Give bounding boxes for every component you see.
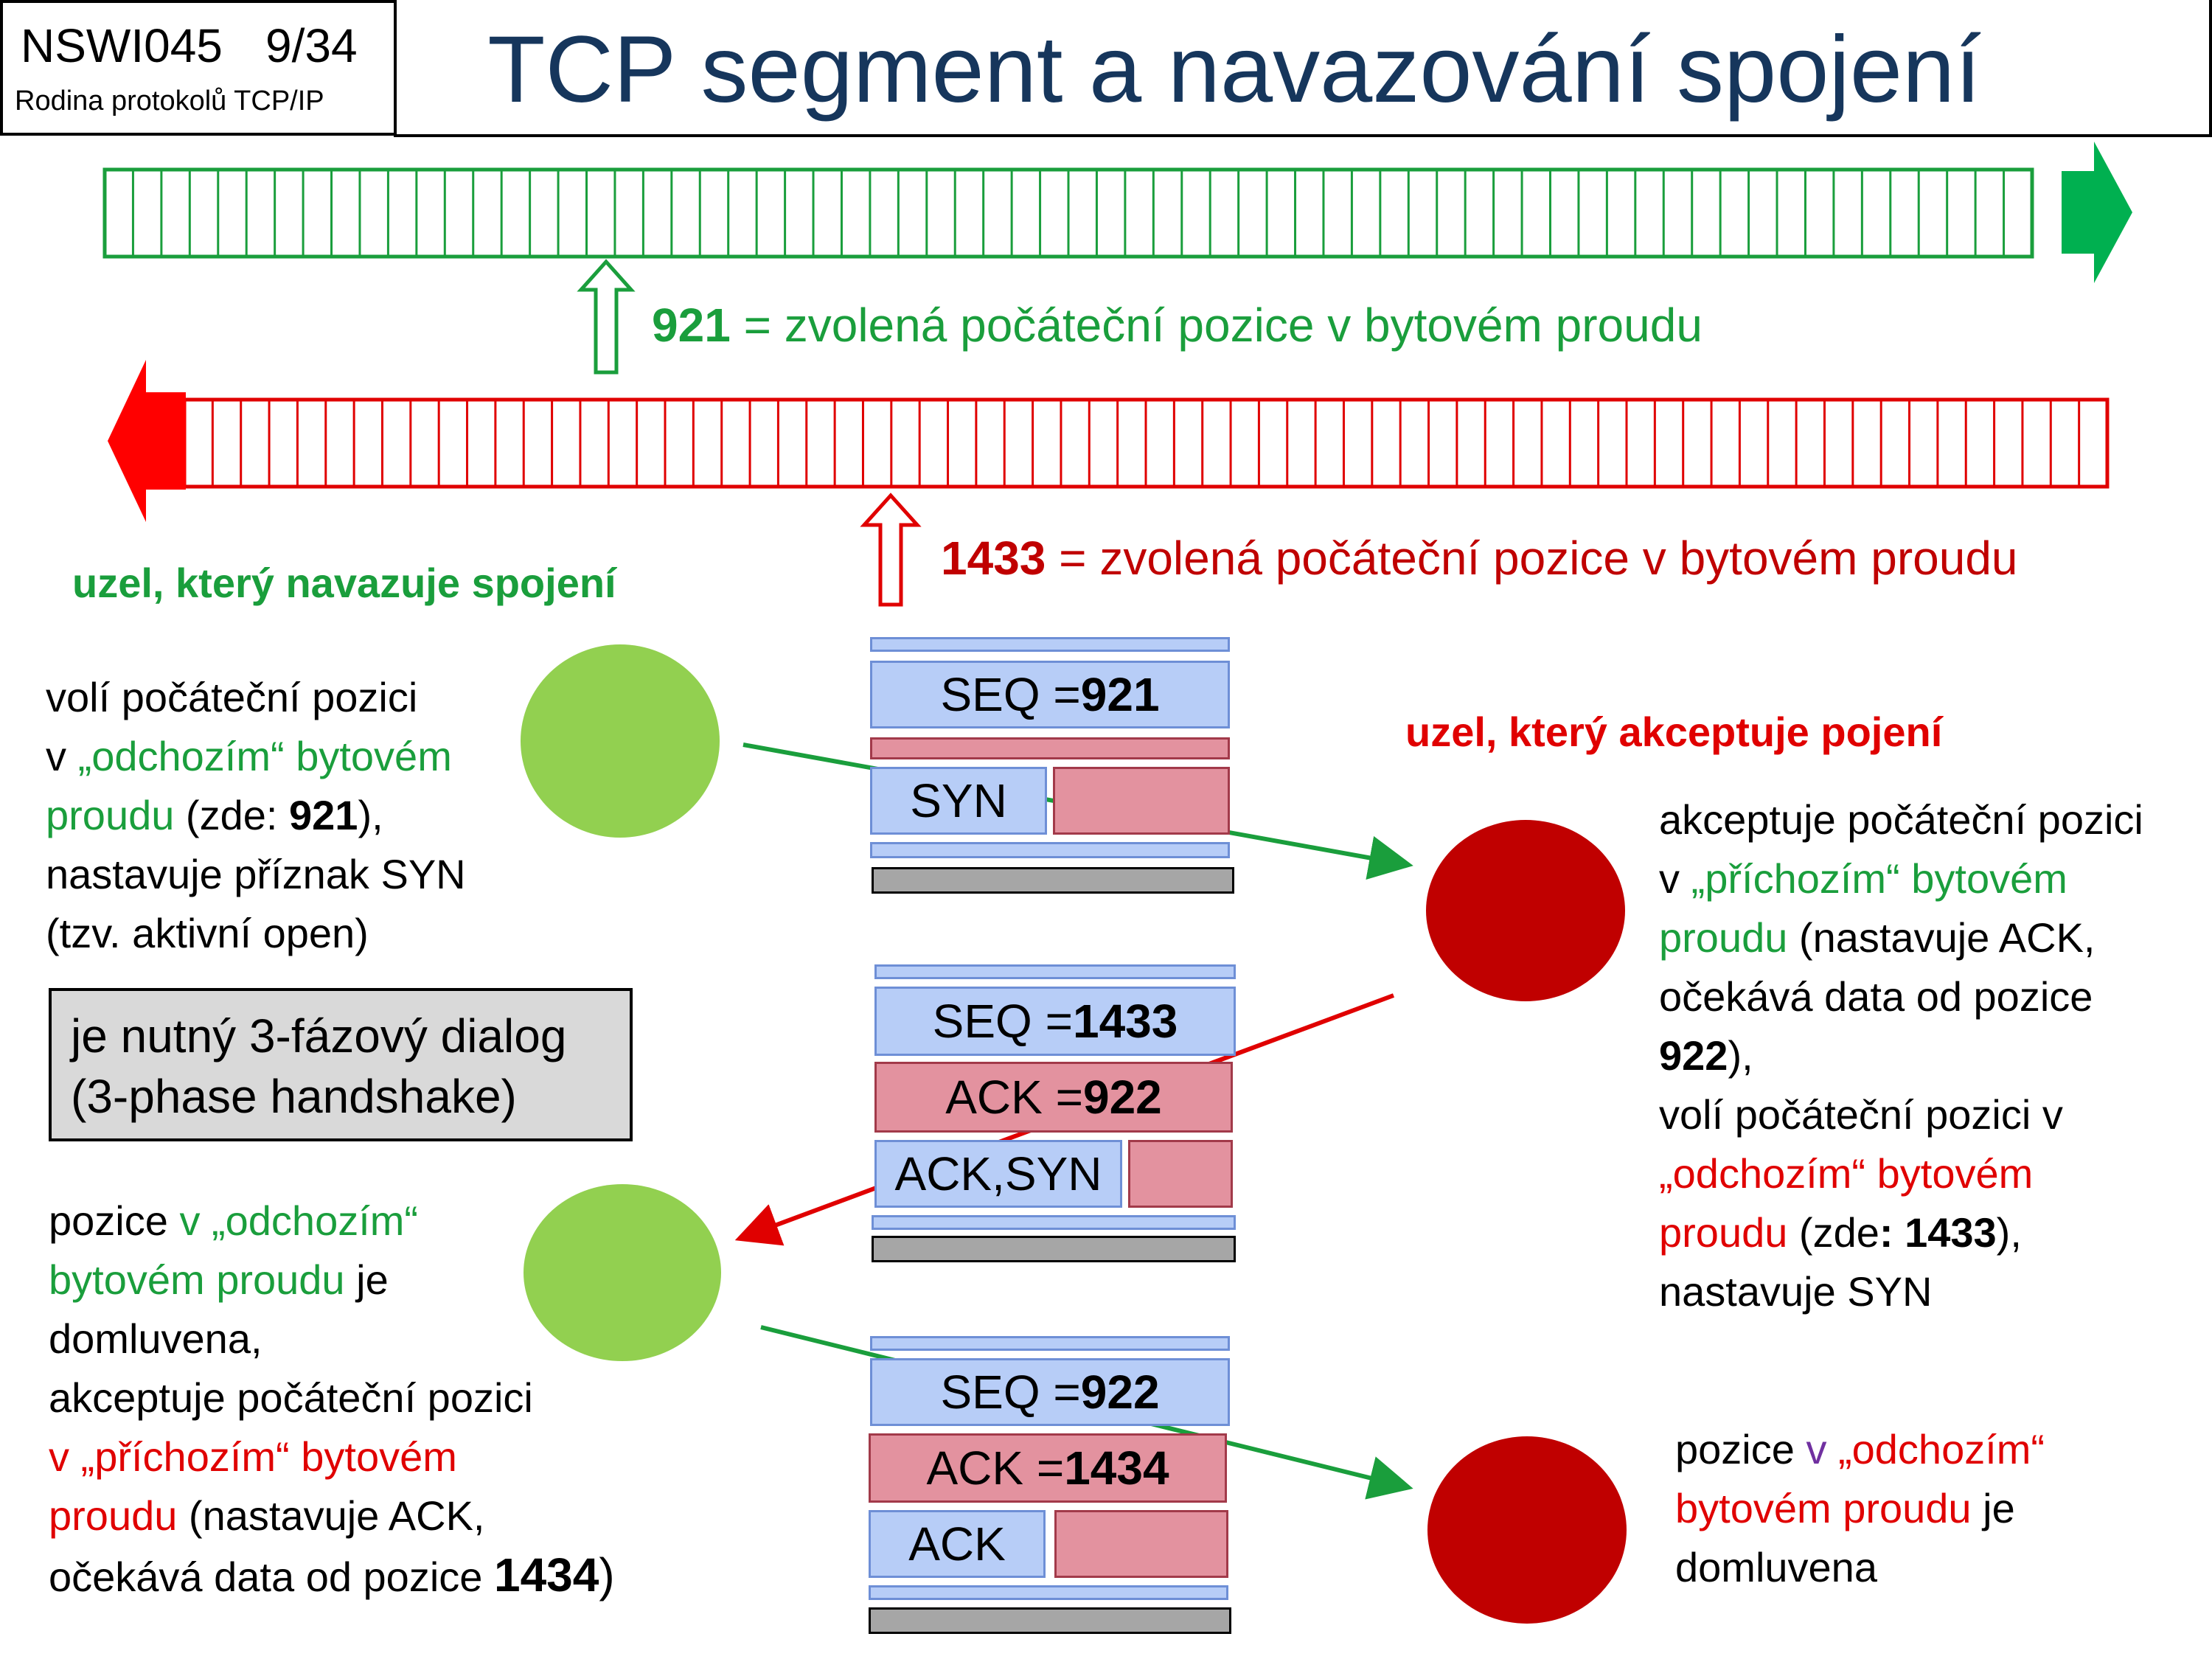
segment-options-strip [870, 842, 1230, 858]
green-stream-label: 921 = zvolená počáteční pozice v bytovém… [652, 295, 1703, 355]
acceptor-step2-text: akceptuje počáteční pozici v „příchozím“… [1659, 790, 2143, 1321]
initiator-step1-text: volí počáteční pozici v „odchozím“ bytov… [46, 668, 466, 963]
flags-field: SYN [870, 767, 1047, 835]
ack-field-empty [870, 737, 1230, 759]
course-code: NSWI045 [21, 19, 223, 72]
text-line: v „odchozím“ bytovém [46, 733, 452, 779]
seq-field: SEQ = 922 [870, 1358, 1230, 1426]
course-info-box [0, 0, 397, 136]
ack-field: ACK = 922 [874, 1062, 1233, 1133]
window-field [1128, 1140, 1233, 1208]
segment-options-strip [869, 1585, 1228, 1600]
red-start-up-arrow [860, 493, 922, 607]
window-field [1053, 767, 1230, 835]
text-line: pozice v „odchozím“ [49, 1197, 419, 1244]
text-line: proudu (nastavuje ACK, [49, 1492, 485, 1539]
ack-field: ACK = 1434 [869, 1433, 1227, 1503]
text-line: očekává data od pozice [1659, 973, 2093, 1020]
text-line: proudu (zde: 921), [46, 792, 383, 838]
green-start-up-arrow [577, 259, 636, 375]
segment-data-strip [872, 1236, 1236, 1262]
initiator-heading: uzel, který navazuje spojení [72, 560, 616, 606]
text-line: akceptuje počáteční pozici [1659, 796, 2143, 843]
slide-number: 9/34 [265, 19, 358, 72]
course-name: Rodina protokolů TCP/IP [15, 86, 324, 116]
red-stream-label: 1433 = zvolená počáteční pozice v bytové… [941, 528, 2018, 588]
text-line: (tzv. aktivní open) [46, 910, 369, 956]
text-line: domluvena [1675, 1544, 1877, 1590]
text-line: proudu (nastavuje ACK, [1659, 914, 2096, 961]
flags-field: ACK,SYN [874, 1140, 1122, 1208]
text-line: v „příchozím“ bytovém [1659, 855, 2067, 902]
text-line: bytovém proudu je [49, 1256, 389, 1303]
segment-data-strip [869, 1607, 1231, 1634]
segment-options-strip [872, 1215, 1236, 1230]
green-start-number: 921 [652, 299, 731, 352]
text-line: nastavuje SYN [1659, 1268, 1933, 1315]
green-byte-stream [102, 167, 2034, 259]
note-line-1: je nutný 3-fázový dialog [71, 1009, 567, 1062]
acceptor-heading: uzel, který akceptuje pojení [1405, 709, 1943, 755]
initiator-node-1 [521, 644, 720, 838]
text-line: volí počáteční pozici v [1659, 1091, 2063, 1138]
note-line-2: (3-phase handshake) [71, 1070, 517, 1123]
segment-header-strip [874, 964, 1236, 979]
title-bar [394, 0, 2212, 137]
initiator-step3-text: pozice v „odchozím“ bytovém proudu je do… [49, 1192, 615, 1607]
green-stream-direction-arrow [2062, 142, 2132, 283]
red-byte-stream [182, 397, 2110, 489]
seq-field: SEQ = 921 [870, 661, 1230, 728]
window-field [1054, 1510, 1228, 1578]
acceptor-node-1 [1426, 820, 1625, 1001]
handshake-note-box: je nutný 3-fázový dialog (3-phase handsh… [49, 988, 633, 1141]
segment-data-strip [872, 867, 1234, 894]
text-line: očekává data od pozice 1434) [49, 1548, 615, 1601]
green-stream-text: = zvolená počáteční pozice v bytovém pro… [730, 299, 1703, 352]
text-line: pozice v „odchozím“ [1675, 1426, 2045, 1472]
slide-title: TCP segment a navazování spojení [487, 17, 1981, 122]
seq-field: SEQ = 1433 [874, 987, 1236, 1056]
red-stream-direction-arrow [108, 360, 186, 522]
segment-header-strip [870, 1336, 1230, 1351]
acceptor-final-text: pozice v „odchozím“ bytovém proudu je do… [1675, 1420, 2045, 1597]
text-line: 922), [1659, 1032, 1753, 1079]
text-line: „odchozím“ bytovém [1659, 1150, 2034, 1197]
text-line: nastavuje příznak SYN [46, 851, 466, 897]
text-line: bytovém proudu je [1675, 1485, 2015, 1531]
text-line: domluvena, [49, 1315, 262, 1362]
text-line: akceptuje počáteční pozici [49, 1374, 533, 1421]
red-stream-text: = zvolená počáteční pozice v bytovém pro… [1046, 532, 2018, 585]
flags-field: ACK [869, 1510, 1046, 1578]
text-line: v „příchozím“ bytovém [49, 1433, 457, 1480]
segment-header-strip [870, 637, 1230, 652]
text-line: proudu (zde: 1433), [1659, 1209, 2022, 1256]
initiator-node-2 [524, 1184, 721, 1361]
red-start-number: 1433 [941, 532, 1046, 585]
acceptor-node-2 [1427, 1436, 1627, 1624]
text-line: volí počáteční pozici [46, 674, 418, 720]
